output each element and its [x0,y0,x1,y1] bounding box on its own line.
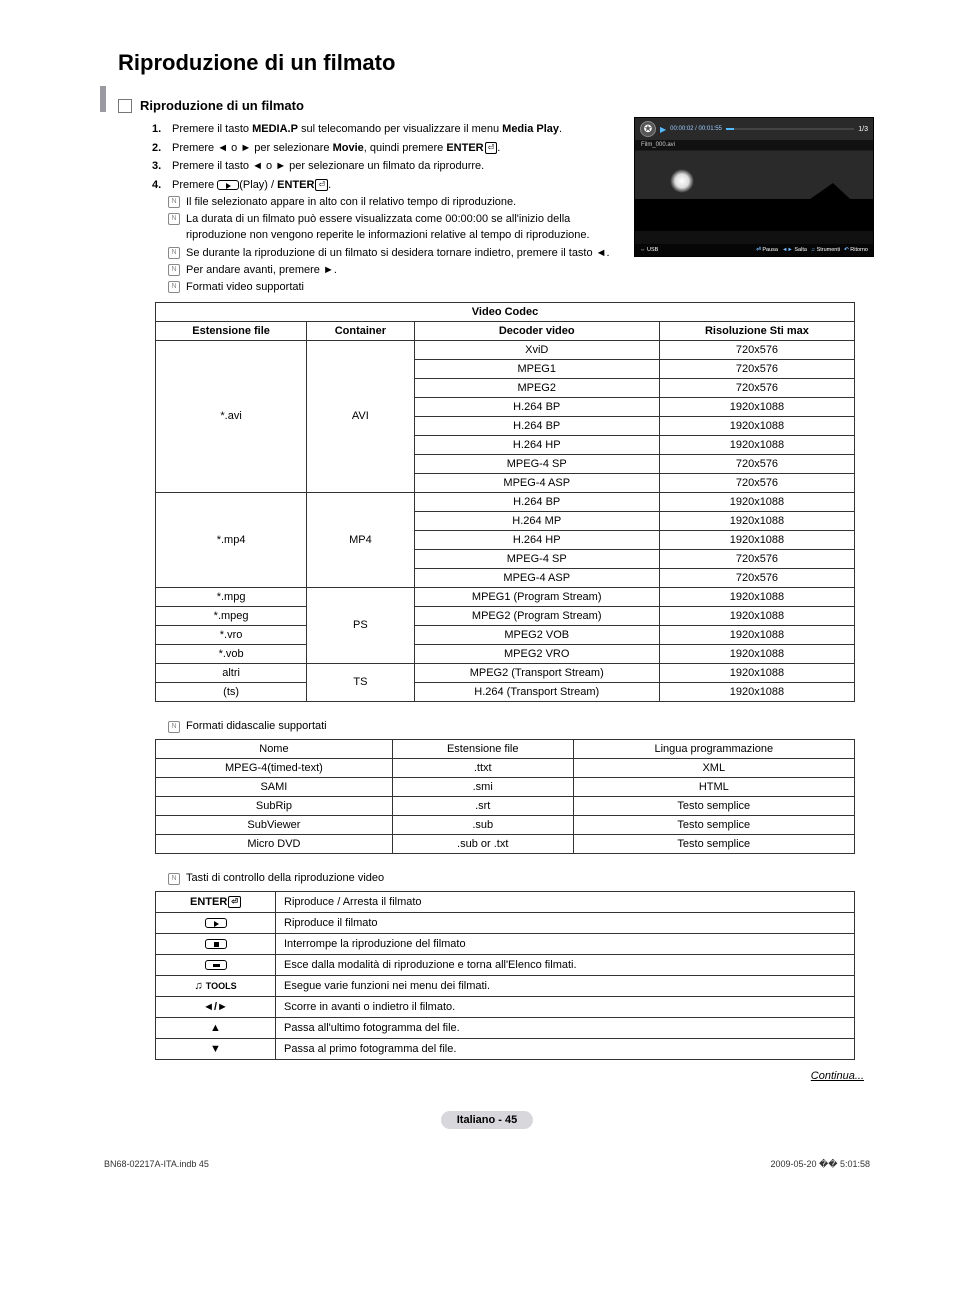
step-item: 1.Premere il tasto MEDIA.P sul telecoman… [152,121,592,138]
preview-filename: Film_000.avi [635,140,873,151]
preview-scene [635,151,873,231]
preview-count: 1/3 [858,126,868,133]
step-item: 3.Premere il tasto ◄ o ► per selezionare… [152,158,592,175]
preview-bottom-bar: ⇔ USB ⏎ Pausa◄► Salta♫ Strumenti↶ Ritorn… [635,244,873,256]
preview-top-bar: ✪ ▶ 00:00:02 / 00:01:55 1/3 [635,118,873,140]
note-item: NPer andare avanti, premere ►. [168,263,848,279]
video-codec-table: Video CodecEstensione fileContainerDecod… [155,302,855,702]
continue-link: Continua... [100,1070,864,1082]
page-number-wrap: Italiano - 45 [100,1110,874,1129]
controls-note: N Tasti di controllo della riproduzione … [168,872,874,885]
subheading-row: Riproduzione di un filmato [118,98,874,113]
footer-right: 2009-05-20 �� 5:01:58 [770,1159,870,1170]
mountain-icon [793,183,863,211]
note-icon: N [168,281,180,293]
controls-table: ENTER⏎Riproduce / Arresta il filmatoRipr… [155,891,855,1060]
note-icon: N [168,264,180,276]
note-icon: N [168,247,180,259]
footer: BN68-02217A-ITA.indb 45 2009-05-20 �� 5:… [100,1159,874,1170]
step-item: 2.Premere ◄ o ► per selezionare Movie, q… [152,140,592,157]
subtitle-formats-note: N Formati didascalie supportati [168,720,874,733]
footer-left: BN68-02217A-ITA.indb 45 [104,1159,209,1170]
globe-icon: ✪ [640,121,656,137]
controls-note-text: Tasti di controllo della riproduzione vi… [186,872,384,884]
note-item: NIl file selezionato appare in alto con … [168,195,603,211]
sun-icon [670,169,694,193]
page-number: Italiano - 45 [441,1111,534,1129]
usb-label: ⇔ USB [640,247,658,253]
subheading: Riproduzione di un filmato [140,98,304,113]
subtitle-table: NomeEstensione fileLingua programmazione… [155,739,855,854]
preview-controls: ⏎ Pausa◄► Salta♫ Strumenti↶ Ritorno [756,247,868,253]
note-icon: N [168,873,180,885]
square-bullet-icon [118,99,132,113]
page-title: Riproduzione di un filmato [118,50,874,76]
note-icon: N [168,721,180,733]
note-icon: N [168,213,180,225]
notes-list-1: NIl file selezionato appare in alto con … [168,195,603,244]
note-icon: N [168,196,180,208]
progress-bar [726,128,854,130]
note-item: NFormati video supportati [168,280,848,296]
steps-list: 1.Premere il tasto MEDIA.P sul telecoman… [152,121,592,193]
note-item: NLa durata di un filmato può essere visu… [168,212,603,244]
video-preview-panel: ✪ ▶ 00:00:02 / 00:01:55 1/3 Film_000.avi… [634,117,874,257]
play-icon: ▶ [660,125,666,134]
section-accent-bar [100,86,106,112]
step-item: 4.Premere (Play) / ENTER⏎. [152,177,592,194]
subtitle-note-text: Formati didascalie supportati [186,720,327,732]
preview-time: 00:00:02 / 00:01:55 [670,126,722,132]
